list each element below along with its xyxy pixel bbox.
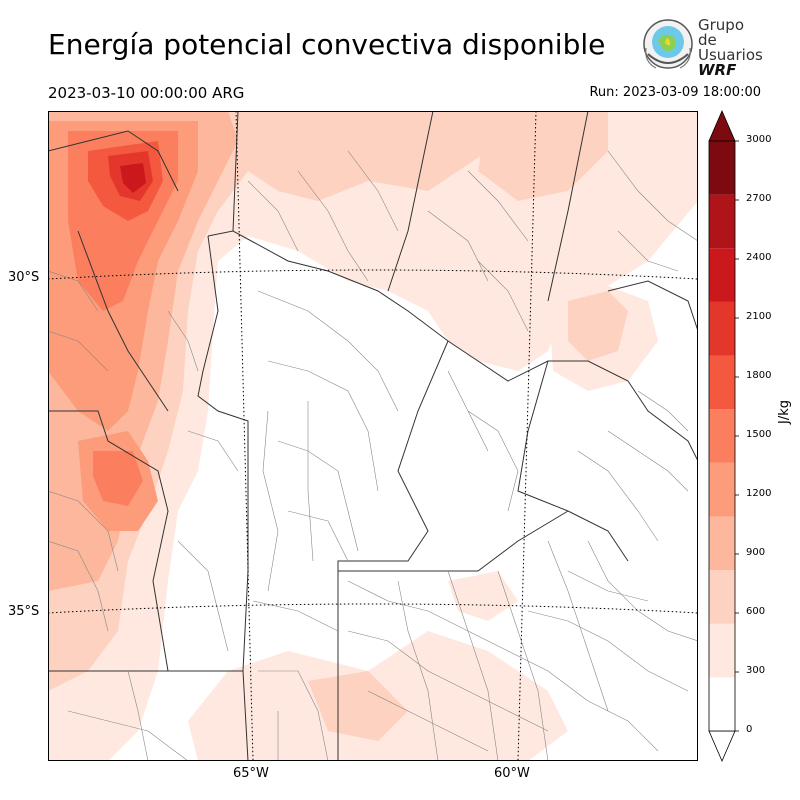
- latitude-label-30s: 30°S: [8, 270, 40, 285]
- colorbar-swatch: [709, 301, 735, 356]
- colorbar: [708, 109, 739, 763]
- colorbar-tick-label: 3000: [746, 134, 772, 145]
- colorbar-tick-label: 0: [746, 724, 753, 735]
- colorbar-swatch: [709, 462, 735, 517]
- logo-text-line1: Grupo de: [698, 16, 744, 49]
- colorbar-tick-label: 600: [746, 606, 766, 617]
- longitude-label-60w: 60°W: [494, 766, 530, 781]
- colorbar-unit-label: J/kg: [777, 400, 792, 424]
- colorbar-extend-max: [708, 109, 736, 142]
- logo-text-wrf: WRF: [698, 61, 737, 79]
- colorbar-tick-label: 1800: [746, 370, 772, 381]
- province-boundaries: [48, 111, 698, 761]
- map-title: Energía potencial convectiva disponible: [48, 28, 606, 61]
- colorbar-swatch: [709, 677, 735, 731]
- longitude-label-65w: 65°W: [233, 766, 269, 781]
- colorbar-extend-min: [708, 730, 736, 763]
- colorbar-swatch: [709, 623, 735, 678]
- graticule: [48, 111, 698, 761]
- colorbar-swatch: [709, 248, 735, 302]
- valid-time: 2023-03-10 00:00:00 ARG: [48, 84, 245, 102]
- run-time: Run: 2023-03-09 18:00:00: [589, 85, 761, 100]
- colorbar-swatch: [709, 570, 735, 624]
- colorbar-tick-label: 2700: [746, 193, 772, 204]
- colorbar-swatch: [709, 141, 735, 195]
- colorbar-tick-label: 2400: [746, 252, 772, 263]
- colorbar-swatch: [709, 516, 735, 571]
- logo-text-line2: Usuarios: [698, 46, 763, 64]
- colorbar-tick-label: 300: [746, 665, 766, 676]
- latitude-label-35s: 35°S: [8, 604, 40, 619]
- colorbar-tick-label: 2100: [746, 311, 772, 322]
- cape-map: [48, 111, 698, 761]
- cape-shading: [48, 111, 698, 761]
- colorbar-tick-label: 900: [746, 547, 766, 558]
- department-boundaries: [48, 150, 698, 761]
- colorbar-swatch: [709, 355, 735, 410]
- colorbar-swatch: [709, 194, 735, 249]
- wrf-logo: Grupo de Usuarios WRF: [640, 16, 763, 78]
- logo-globe-icon: [643, 19, 693, 69]
- colorbar-tick-label: 1200: [746, 488, 772, 499]
- colorbar-tick-label: 1500: [746, 429, 772, 440]
- colorbar-swatch: [709, 409, 735, 463]
